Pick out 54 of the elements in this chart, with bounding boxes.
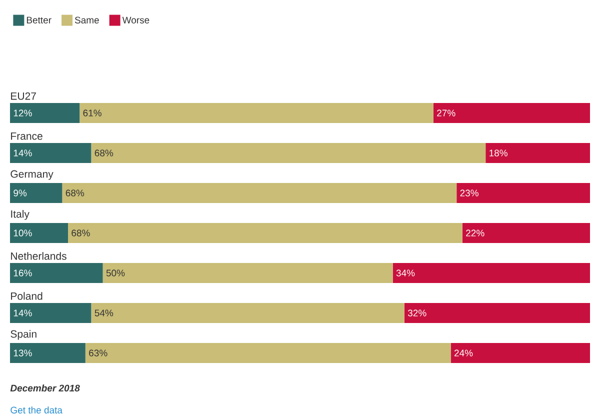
bar (392, 263, 590, 284)
y-tick-label: Germany (10, 170, 54, 180)
data-label: 68% (66, 190, 84, 196)
bar (10, 343, 86, 363)
data-label: 68% (72, 230, 90, 236)
bar (404, 303, 590, 323)
y-tick-label: France (11, 132, 42, 140)
data-label: 9% (14, 190, 27, 196)
data-label: 54% (94, 310, 114, 316)
y-tick-label: Poland (11, 292, 42, 300)
data-label: 14% (14, 310, 32, 316)
data-label: 10% (14, 230, 32, 236)
bar (62, 183, 457, 204)
bar (10, 183, 62, 204)
data-label: 24% (454, 350, 473, 356)
bar (10, 223, 68, 244)
text: December 2018 (10, 384, 80, 392)
data-label: 63% (89, 350, 108, 356)
y-tick-label: Spain (10, 330, 36, 340)
bar (433, 103, 590, 124)
bar (91, 303, 404, 323)
bar (80, 103, 434, 124)
bar (456, 183, 590, 204)
legend-label: Same (74, 16, 99, 24)
data-label: 22% (466, 230, 484, 236)
bar (10, 263, 103, 284)
data-label: 12% (14, 110, 32, 116)
legend-label: Better (26, 16, 52, 24)
data-label: 16% (14, 270, 32, 276)
bar (10, 303, 92, 323)
data-label: 50% (106, 270, 125, 276)
bar (10, 103, 80, 124)
y-tick-label: Netherlands (11, 252, 66, 260)
text: Get the data (10, 406, 62, 414)
bar (68, 223, 462, 244)
data-label: 34% (396, 270, 415, 276)
bar (486, 143, 590, 164)
data-label: 27% (437, 110, 456, 116)
data-label: 61% (83, 110, 102, 116)
data-label: 32% (408, 310, 426, 316)
bar (450, 343, 590, 363)
data-label: 13% (14, 350, 32, 356)
bar (10, 143, 92, 164)
y-tick-label: Italy (11, 210, 30, 220)
bar (91, 143, 486, 164)
y-tick-label: EU27 (11, 92, 36, 100)
data-label: 68% (94, 150, 114, 156)
data-label: 23% (460, 190, 478, 196)
bar (85, 343, 451, 363)
bar (462, 223, 590, 244)
bar (102, 263, 393, 284)
legend-label: Worse (122, 16, 150, 24)
data-label: 14% (14, 150, 32, 156)
data-label: 18% (490, 150, 508, 156)
